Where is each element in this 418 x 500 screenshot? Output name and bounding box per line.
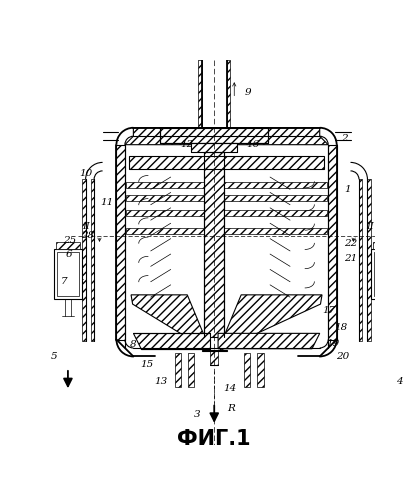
Polygon shape — [375, 252, 396, 296]
Text: 21: 21 — [344, 254, 357, 263]
Polygon shape — [188, 352, 194, 387]
Polygon shape — [224, 228, 326, 234]
Polygon shape — [359, 180, 362, 341]
Polygon shape — [126, 194, 204, 201]
Text: R: R — [227, 404, 235, 413]
Polygon shape — [257, 352, 263, 387]
Polygon shape — [161, 128, 268, 143]
Polygon shape — [227, 60, 230, 128]
Text: 1: 1 — [344, 185, 351, 194]
Text: 13: 13 — [155, 378, 168, 386]
Polygon shape — [82, 180, 86, 341]
Text: 14: 14 — [223, 384, 236, 394]
Polygon shape — [126, 182, 204, 188]
Text: 8: 8 — [130, 340, 137, 349]
Text: 12: 12 — [181, 140, 194, 149]
Polygon shape — [328, 144, 336, 340]
Polygon shape — [129, 156, 324, 170]
Text: II: II — [82, 222, 89, 232]
Polygon shape — [224, 210, 326, 216]
Text: 9: 9 — [245, 88, 251, 97]
Text: 11: 11 — [101, 198, 114, 207]
Text: 16: 16 — [246, 140, 259, 149]
Polygon shape — [131, 295, 208, 350]
Polygon shape — [133, 334, 210, 349]
Text: 6: 6 — [66, 250, 73, 260]
Text: 2: 2 — [341, 134, 348, 143]
Polygon shape — [198, 60, 202, 128]
Polygon shape — [367, 180, 371, 341]
Text: 18: 18 — [334, 324, 347, 332]
Polygon shape — [57, 252, 79, 296]
Polygon shape — [126, 210, 204, 216]
Text: ФИГ.1: ФИГ.1 — [177, 429, 251, 449]
Polygon shape — [218, 334, 320, 349]
Text: 28: 28 — [81, 231, 94, 240]
Text: 22: 22 — [344, 239, 357, 248]
Polygon shape — [117, 144, 125, 340]
Text: 10: 10 — [79, 170, 92, 178]
Polygon shape — [371, 248, 399, 298]
Text: 20: 20 — [336, 352, 349, 361]
Polygon shape — [175, 352, 181, 387]
Polygon shape — [191, 143, 237, 152]
Polygon shape — [125, 128, 328, 144]
Text: 4: 4 — [396, 378, 403, 386]
Polygon shape — [210, 351, 218, 365]
Text: 17: 17 — [322, 306, 336, 315]
Text: II: II — [366, 222, 374, 232]
Polygon shape — [220, 295, 322, 350]
Polygon shape — [91, 180, 94, 341]
Polygon shape — [126, 228, 204, 234]
Text: 3: 3 — [194, 410, 201, 418]
Text: 15: 15 — [140, 360, 154, 368]
Polygon shape — [56, 242, 80, 248]
Text: 25: 25 — [63, 236, 76, 244]
Polygon shape — [224, 194, 326, 201]
Polygon shape — [224, 182, 326, 188]
Polygon shape — [373, 242, 398, 248]
Text: 5: 5 — [51, 352, 57, 361]
Text: 19: 19 — [326, 339, 339, 348]
Polygon shape — [202, 350, 227, 351]
Text: 7: 7 — [61, 278, 67, 286]
Polygon shape — [244, 352, 250, 387]
Polygon shape — [54, 248, 82, 298]
Polygon shape — [204, 152, 224, 337]
